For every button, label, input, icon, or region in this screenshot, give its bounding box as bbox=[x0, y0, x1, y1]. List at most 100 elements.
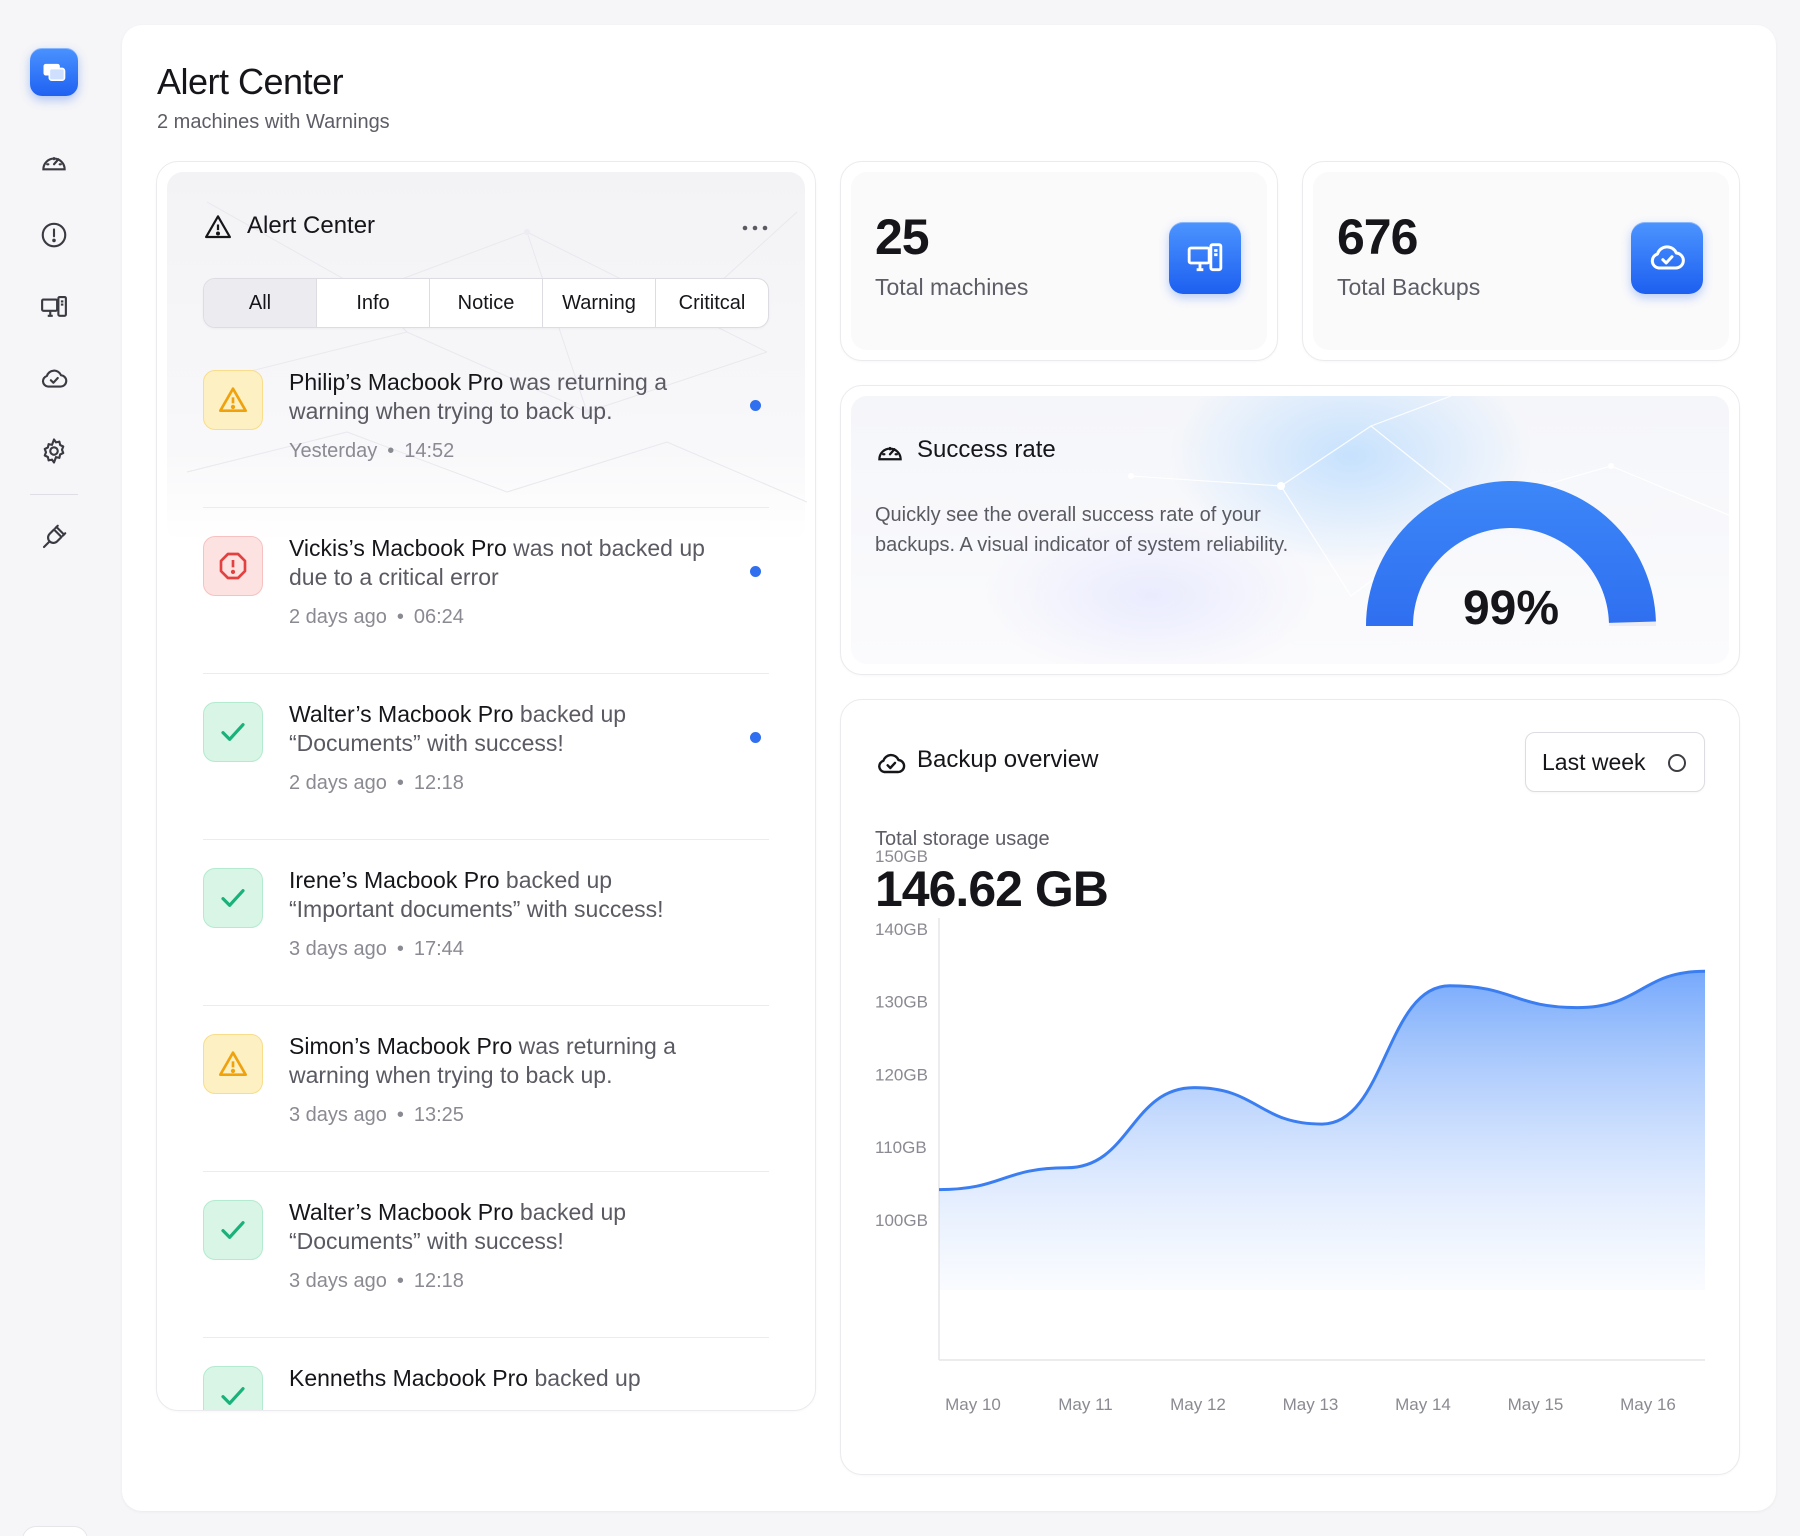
filter-tab-critical[interactable]: Crititcal bbox=[655, 279, 768, 327]
alert-message: Vickis’s Macbook Pro was not backed up d… bbox=[289, 534, 709, 592]
more-options-button[interactable] bbox=[737, 216, 773, 240]
date-range-label: Last week bbox=[1542, 748, 1646, 775]
success-rate-gauge bbox=[1366, 481, 1656, 626]
alert-time: 12:18 bbox=[413, 772, 464, 794]
total-backups-value: 676 bbox=[1337, 209, 1418, 265]
alert-date: 3 days ago bbox=[289, 1104, 387, 1126]
alert-date: 2 days ago bbox=[289, 606, 387, 628]
series-line bbox=[938, 969, 1706, 1192]
machines-stat-badge bbox=[1169, 222, 1241, 294]
alert-header-background bbox=[167, 172, 807, 542]
alert-item[interactable]: Philip’s Macbook Pro was returning a war… bbox=[203, 342, 769, 508]
alert-message-text: backed up “Documents” with success! bbox=[289, 1199, 627, 1254]
alert-message: Walter’s Macbook Pro backed up “Document… bbox=[289, 700, 709, 758]
storage-chart: 150GB 140GB 130GB 120GB 110GB 100GB May 10 May … bbox=[875, 847, 1706, 1414]
alert-message-text: backed up “Important documents” with suc… bbox=[289, 867, 664, 922]
alert-message-text: backed up “Documents” with success! bbox=[289, 701, 627, 756]
alert-timestamp: 3 days ago • 17:44 bbox=[289, 938, 464, 961]
unread-dot bbox=[750, 566, 761, 577]
meta-separator: • bbox=[396, 1270, 404, 1292]
y-tick-label: 130GB bbox=[875, 993, 928, 1012]
divider bbox=[203, 1171, 769, 1172]
sidebar-user-chip[interactable] bbox=[22, 1526, 88, 1536]
alert-message-text: was not backed up due to a critical erro… bbox=[289, 535, 705, 590]
network-pattern bbox=[1128, 396, 1729, 597]
divider bbox=[203, 839, 769, 840]
backup-overview-title: Backup overview bbox=[917, 746, 1099, 773]
sidebar-item-dashboard[interactable] bbox=[38, 147, 70, 179]
meta-separator: • bbox=[387, 440, 395, 462]
divider bbox=[203, 1337, 769, 1338]
alert-item[interactable]: Walter’s Macbook Pro backed up “Document… bbox=[203, 1172, 769, 1338]
alert-item[interactable]: Irene’s Macbook Pro backed up “Important… bbox=[203, 840, 769, 1006]
gauge-icon bbox=[42, 156, 66, 171]
main-content: Alert Center 2 machines with Warnings bbox=[122, 25, 1776, 1511]
alert-item[interactable]: Simon’s Macbook Pro was returning a warn… bbox=[203, 1006, 769, 1172]
alert-timestamp: 3 days ago • 12:18 bbox=[289, 1270, 464, 1293]
alert-time: 13:25 bbox=[413, 1104, 464, 1126]
error-icon bbox=[203, 536, 263, 596]
alert-item[interactable]: Walter’s Macbook Pro backed up “Document… bbox=[203, 674, 769, 840]
filter-tab-info[interactable]: Info bbox=[316, 279, 429, 327]
alert-message: Irene’s Macbook Pro backed up “Important… bbox=[289, 866, 709, 924]
sidebar-item-alerts[interactable] bbox=[38, 219, 70, 251]
meta-separator: • bbox=[396, 772, 404, 794]
alert-message-text: was returning a warning when trying to b… bbox=[289, 369, 667, 424]
y-tick-label: 100GB bbox=[875, 1211, 928, 1230]
check-icon bbox=[203, 1200, 263, 1260]
unread-dot bbox=[750, 732, 761, 743]
alert-timestamp: 2 days ago • 06:24 bbox=[289, 606, 464, 629]
alert-date: 3 days ago bbox=[289, 938, 387, 960]
logo-icon bbox=[43, 63, 66, 81]
alert-machine-name: Philip’s Macbook Pro bbox=[289, 369, 504, 395]
alert-item[interactable]: Vickis’s Macbook Pro was not backed up d… bbox=[203, 508, 769, 674]
alert-timestamp: 3 days ago • 13:25 bbox=[289, 1104, 464, 1127]
total-machines-card: 25 Total machines bbox=[840, 161, 1278, 361]
cloud-check-icon bbox=[1650, 245, 1685, 270]
date-range-selector[interactable]: Last week bbox=[1525, 732, 1705, 792]
cloud-check-icon bbox=[41, 369, 68, 388]
y-tick-label: 110GB bbox=[875, 1138, 927, 1157]
unread-dot bbox=[750, 400, 761, 411]
filter-tab-notice[interactable]: Notice bbox=[429, 279, 542, 327]
alert-time: 17:44 bbox=[413, 938, 464, 960]
backup-overview-card: Backup overview Last week Total storage … bbox=[840, 699, 1740, 1475]
success-rate-title: Success rate bbox=[917, 436, 1056, 463]
alert-machine-name: Simon’s Macbook Pro bbox=[289, 1033, 513, 1059]
alert-time: 06:24 bbox=[413, 606, 464, 628]
success-rate-card: Success rate Quickly see the overall suc… bbox=[840, 385, 1740, 675]
alert-item[interactable]: Kenneths Macbook Pro backed up bbox=[203, 1338, 769, 1410]
radio-ring-icon bbox=[1668, 754, 1686, 772]
sidebar-item-machines[interactable] bbox=[38, 291, 70, 323]
total-backups-card: 676 Total Backups bbox=[1302, 161, 1740, 361]
devices-icon bbox=[41, 295, 67, 317]
alert-machine-name: Kenneths Macbook Pro bbox=[289, 1365, 529, 1391]
warning-triangle-icon bbox=[203, 212, 233, 247]
alert-filter-tabs: All Info Notice Warning Crititcal bbox=[203, 278, 769, 328]
divider bbox=[203, 1005, 769, 1006]
sidebar-item-backups[interactable] bbox=[38, 363, 70, 395]
alert-timestamp: Yesterday • 14:52 bbox=[289, 440, 454, 463]
alert-time: 12:18 bbox=[413, 1270, 464, 1292]
x-tick-label: May 11 bbox=[1058, 1395, 1113, 1414]
alert-time: 14:52 bbox=[404, 440, 455, 462]
alert-machine-name: Irene’s Macbook Pro bbox=[289, 867, 500, 893]
sidebar-item-integrations[interactable] bbox=[38, 521, 70, 553]
filter-tab-warning[interactable]: Warning bbox=[542, 279, 655, 327]
sidebar-item-settings[interactable] bbox=[38, 435, 70, 467]
alert-center-title: Alert Center bbox=[247, 212, 376, 239]
filter-tab-all[interactable]: All bbox=[204, 279, 316, 327]
page-subtitle: 2 machines with Warnings bbox=[157, 111, 390, 133]
alert-date: Yesterday bbox=[289, 440, 378, 462]
meta-separator: • bbox=[396, 1104, 404, 1126]
x-tick-label: May 15 bbox=[1508, 1395, 1564, 1414]
success-rate-value: 99% bbox=[1462, 582, 1560, 635]
alert-machine-name: Walter’s Macbook Pro bbox=[289, 1199, 514, 1225]
gauge-fill bbox=[1366, 481, 1656, 626]
alert-message: Simon’s Macbook Pro was returning a warn… bbox=[289, 1032, 709, 1090]
storage-label: Total storage usage bbox=[875, 828, 1050, 850]
app-logo[interactable] bbox=[30, 48, 78, 96]
total-machines-value: 25 bbox=[875, 209, 930, 265]
check-icon bbox=[203, 868, 263, 928]
alert-timestamp: 2 days ago • 12:18 bbox=[289, 772, 464, 795]
